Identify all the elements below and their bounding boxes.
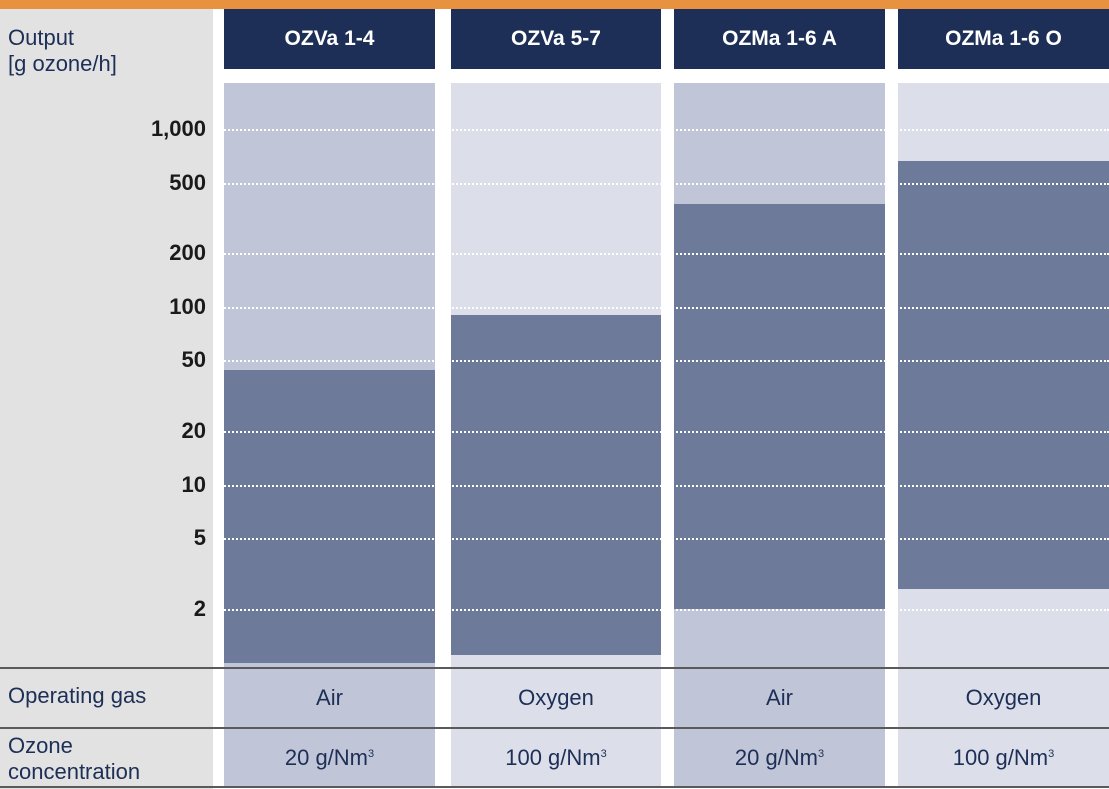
ozone-concentration-cell: 100 g/Nm 3 xyxy=(898,729,1109,786)
y-tick-label: 100 xyxy=(169,293,206,319)
operating-gas-cell: Oxygen xyxy=(451,669,661,727)
gridline xyxy=(213,360,1109,363)
table-divider-top xyxy=(0,667,1109,669)
y-tick-label: 500 xyxy=(169,169,206,195)
operating-gas-cell: Oxygen xyxy=(898,669,1109,727)
y-tick-label: 200 xyxy=(169,240,206,266)
y-tick-label: 5 xyxy=(193,525,206,551)
gridline xyxy=(213,182,1109,185)
y-axis-title-line2: [g ozone/h] xyxy=(8,51,117,76)
ozone-concentration-value: 100 g/Nm xyxy=(952,744,1049,770)
ozone-concentration-label: Ozone concentration xyxy=(8,733,140,785)
ozone-concentration-cell: 100 g/Nm 3 xyxy=(451,729,661,786)
ozone-concentration-value: 20 g/Nm xyxy=(284,744,369,770)
gridline xyxy=(213,253,1109,256)
gridline xyxy=(213,129,1109,131)
range-bar xyxy=(224,370,435,663)
column-header: OZVa 1-4 xyxy=(224,9,435,69)
gridline xyxy=(213,609,1109,611)
gridline xyxy=(213,538,1109,541)
gridline xyxy=(213,431,1109,434)
ozone-concentration-cell: 20 g/Nm 3 xyxy=(674,729,885,786)
table-divider-middle xyxy=(0,727,1109,729)
ozone-concentration-label-line1: Ozone xyxy=(8,733,73,758)
ozone-concentration-exponent: 3 xyxy=(1048,747,1055,760)
y-axis-ticks: 1,000 500 200 100 50 20 10 5 2 xyxy=(100,0,206,789)
column-header: OZVa 5-7 xyxy=(451,9,661,69)
gridline xyxy=(213,306,1109,309)
column-header: OZMa 1-6 A xyxy=(674,9,885,69)
y-tick-label: 1,000 xyxy=(150,116,206,141)
ozone-concentration-label-line2: concentration xyxy=(8,759,141,784)
gridline xyxy=(213,484,1109,487)
ozone-concentration-value: 100 g/Nm xyxy=(505,744,601,770)
operating-gas-cell: Air xyxy=(674,669,885,727)
y-tick-label: 50 xyxy=(181,347,206,373)
ozone-concentration-exponent: 3 xyxy=(818,747,825,760)
operating-gas-cell: Air xyxy=(224,669,435,727)
left-panel xyxy=(0,9,213,789)
ozone-concentration-exponent: 3 xyxy=(600,747,607,760)
ozone-concentration-value: 20 g/Nm xyxy=(734,744,819,770)
operating-gas-label: Operating gas xyxy=(8,683,147,708)
accent-stripe xyxy=(0,0,1109,9)
ozone-concentration-exponent: 3 xyxy=(368,747,375,760)
y-tick-label: 20 xyxy=(181,418,206,444)
y-tick-label: 10 xyxy=(181,471,206,497)
column-header: OZMa 1-6 O xyxy=(898,9,1109,69)
table-divider-bottom xyxy=(0,786,1109,788)
range-bar xyxy=(898,161,1109,589)
y-tick-label: 2 xyxy=(193,596,206,621)
ozone-concentration-cell: 20 g/Nm 3 xyxy=(224,729,435,786)
y-axis-title-line1: Output xyxy=(8,25,75,50)
range-bar xyxy=(674,203,885,609)
y-axis-title: Output [g ozone/h] xyxy=(8,25,117,77)
